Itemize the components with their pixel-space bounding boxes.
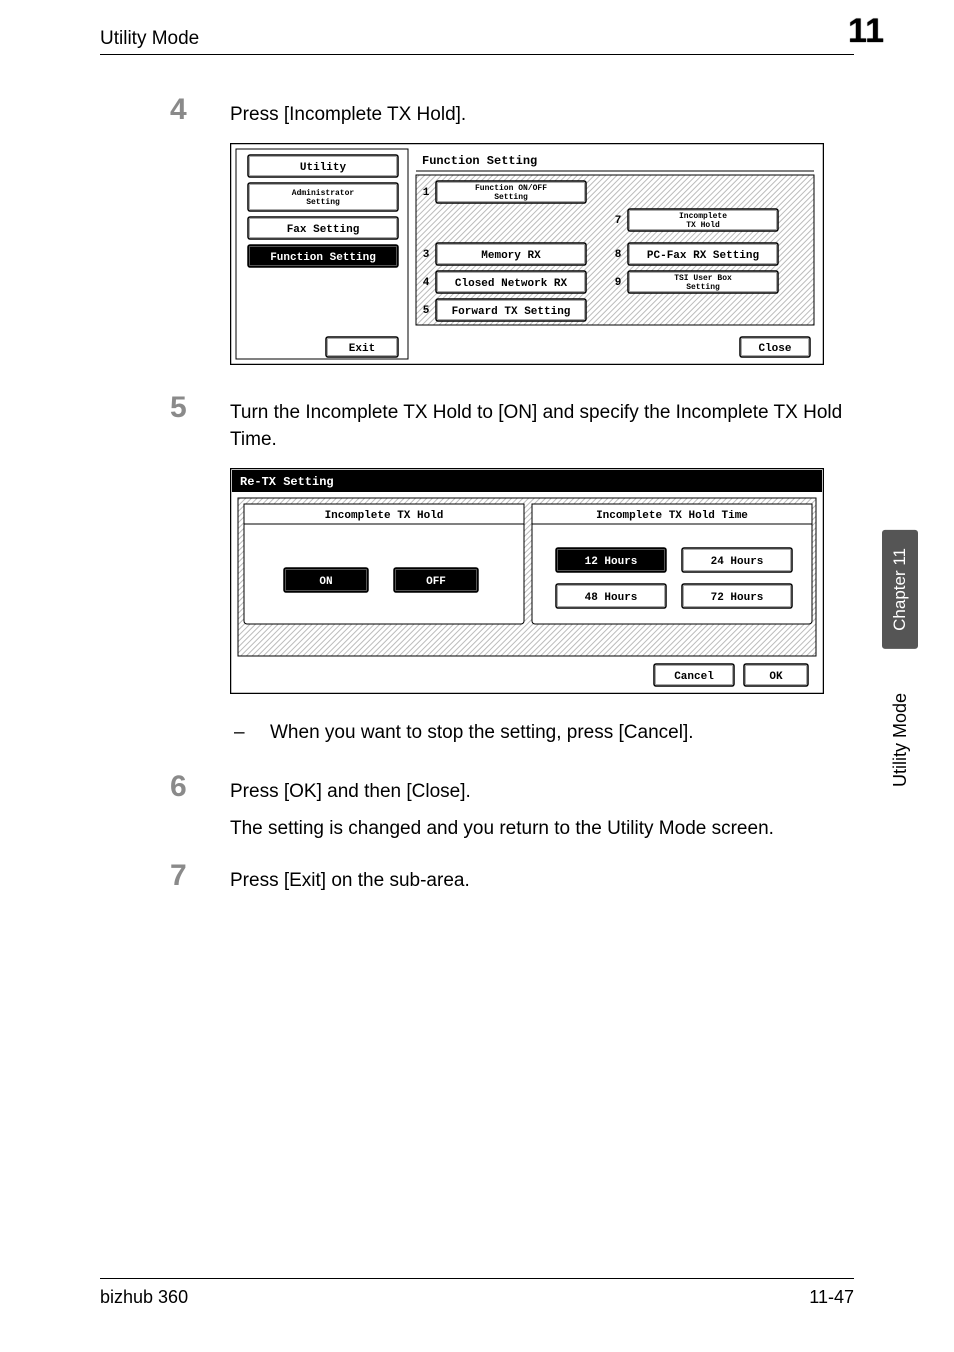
svg-text:Administrator: Administrator (292, 189, 355, 198)
svg-text:8: 8 (615, 248, 622, 260)
svg-text:12 Hours: 12 Hours (585, 556, 638, 568)
page-header-title: Utility Mode (100, 28, 199, 50)
step-7: 7 Press [Exit] on the sub-area. (170, 861, 854, 895)
svg-text:Close: Close (758, 342, 791, 354)
step-text-2: The setting is changed and you return to… (230, 815, 854, 843)
svg-text:Exit: Exit (349, 342, 375, 354)
svg-text:Setting: Setting (494, 193, 528, 202)
step-number: 6 (170, 772, 230, 802)
svg-text:Re-TX Setting: Re-TX Setting (240, 475, 334, 489)
svg-text:TSI User Box: TSI User Box (674, 274, 732, 283)
step-number: 4 (170, 95, 230, 125)
svg-text:Function Setting: Function Setting (270, 251, 376, 263)
svg-text:Fax Setting: Fax Setting (287, 223, 360, 235)
svg-text:Closed Network RX: Closed Network RX (455, 277, 568, 289)
svg-text:Incomplete TX Hold Time: Incomplete TX Hold Time (596, 510, 748, 522)
svg-text:24 Hours: 24 Hours (711, 556, 764, 568)
svg-text:Incomplete: Incomplete (679, 212, 727, 221)
screenshot-function-setting: UtilityAdministratorSettingFax SettingFu… (230, 143, 854, 365)
step-text: Press [OK] and then [Close]. (230, 778, 854, 806)
footer-right: 11-47 (809, 1287, 854, 1308)
step-4: 4 Press [Incomplete TX Hold]. (170, 95, 854, 129)
step-5: 5 Turn the Incomplete TX Hold to [ON] an… (170, 393, 854, 454)
bullet-dash: – (234, 722, 270, 744)
svg-text:9: 9 (615, 276, 622, 288)
step-text: Turn the Incomplete TX Hold to [ON] and … (230, 399, 854, 454)
svg-text:Function Setting: Function Setting (422, 154, 537, 168)
step-6: 6 Press [OK] and then [Close]. The setti… (170, 772, 854, 843)
svg-text:Function ON/OFF: Function ON/OFF (475, 184, 547, 193)
chapter-number: 11 (848, 12, 884, 51)
svg-text:ON: ON (319, 576, 332, 588)
side-tab-chapter: Chapter 11 (882, 530, 918, 649)
page-footer: bizhub 360 11-47 (100, 1278, 854, 1308)
svg-text:Cancel: Cancel (674, 671, 714, 683)
svg-text:PC-Fax RX Setting: PC-Fax RX Setting (647, 249, 759, 261)
svg-text:1: 1 (423, 186, 430, 198)
note-bullet: – When you want to stop the setting, pre… (234, 722, 854, 744)
svg-text:Memory RX: Memory RX (481, 249, 541, 261)
svg-text:Incomplete TX Hold: Incomplete TX Hold (325, 510, 444, 522)
screenshot-retx-setting: Re-TX Setting Incomplete TX Hold ON OFF Inco… (230, 468, 854, 694)
svg-text:OK: OK (769, 671, 783, 683)
svg-text:72 Hours: 72 Hours (711, 592, 764, 604)
svg-text:OFF: OFF (426, 576, 446, 588)
bullet-text: When you want to stop the setting, press… (270, 722, 694, 744)
svg-text:48 Hours: 48 Hours (585, 592, 638, 604)
svg-text:4: 4 (423, 276, 430, 288)
svg-text:TX Hold: TX Hold (686, 221, 720, 230)
svg-text:Setting: Setting (306, 198, 340, 207)
step-text: Press [Incomplete TX Hold]. (230, 101, 854, 129)
svg-text:Setting: Setting (686, 283, 720, 292)
footer-left: bizhub 360 (100, 1287, 188, 1308)
svg-text:Utility: Utility (300, 161, 347, 173)
step-number: 7 (170, 861, 230, 891)
svg-text:5: 5 (423, 304, 430, 316)
svg-text:3: 3 (423, 248, 430, 260)
side-tab-label: Utility Mode (890, 693, 911, 787)
step-number: 5 (170, 393, 230, 423)
svg-text:Forward TX Setting: Forward TX Setting (452, 305, 571, 317)
svg-text:7: 7 (615, 214, 622, 226)
side-tab: Chapter 11 Utility Mode (882, 530, 918, 787)
step-text: Press [Exit] on the sub-area. (230, 867, 854, 895)
